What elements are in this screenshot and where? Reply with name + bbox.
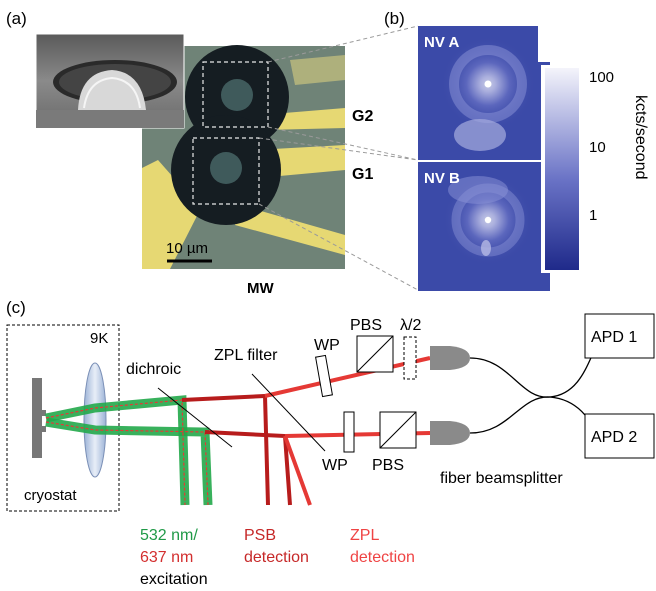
gate-label-g1: G1 (352, 166, 373, 183)
zoom-connectors (258, 25, 419, 291)
gate-label-g2: G2 (352, 108, 373, 125)
panel-b-label: (b) (384, 9, 405, 28)
pbs-bottom (379, 411, 417, 449)
apd-2-label: APD 2 (591, 429, 637, 446)
colorbar-tick-100: 100 (589, 69, 614, 86)
temperature-label: 9K (90, 330, 108, 347)
fiber-bs-label: fiber beamsplitter (440, 470, 563, 487)
sample-chip (32, 378, 46, 458)
pbs-top-label: PBS (350, 317, 382, 334)
colorbar-tick-10: 10 (589, 139, 606, 156)
waveplate-top (315, 354, 333, 398)
sem-inset (35, 33, 185, 129)
colorbar-unit: kcts/second (632, 95, 649, 179)
half-wave-label: λ/2 (400, 317, 421, 334)
half-wave-plate (403, 336, 417, 380)
zpl-filter-pointer (251, 373, 326, 452)
panel-c-label: (c) (6, 298, 26, 317)
device-micrograph (142, 45, 345, 269)
apd-2-box (584, 413, 655, 459)
colorbar (541, 65, 583, 273)
mw-label: MW (247, 280, 274, 297)
fiber-beamsplitter (469, 341, 601, 439)
wp-top-label: WP (314, 337, 340, 354)
cryostat-box (6, 324, 120, 512)
excitation-637: 637 nm (140, 549, 193, 566)
psb-beam (181, 393, 292, 506)
pbs-top (356, 335, 394, 373)
nv-a-map (418, 26, 550, 160)
nv-b-map (418, 162, 550, 291)
excitation-label: excitation (140, 571, 208, 588)
objective-lens (83, 362, 107, 478)
apd-1-label: APD 1 (591, 329, 637, 346)
excitation-532: 532 nm/ (140, 527, 198, 544)
zpl-filter-label: ZPL filter (214, 347, 278, 364)
pbs-bottom-label: PBS (372, 457, 404, 474)
fiber-coupler-bottom (430, 421, 470, 445)
psb-label: PSB (244, 527, 276, 544)
cryostat-label: cryostat (24, 487, 77, 504)
dichroic-label: dichroic (126, 361, 181, 378)
nv-a-label: NV A (424, 34, 459, 51)
wp-bottom-label: WP (322, 457, 348, 474)
apd-1-box (584, 313, 655, 359)
zpl-label: ZPL (350, 527, 379, 544)
zpl-detection-label: detection (350, 549, 415, 566)
green-excitation-beam (45, 395, 213, 506)
nv-b-label: NV B (424, 170, 460, 187)
psb-detection-label: detection (244, 549, 309, 566)
scale-bar-label: 10 µm (166, 240, 208, 257)
fiber-coupler-top (430, 346, 470, 370)
panel-a-label: (a) (6, 9, 27, 28)
dichroic-pointer (157, 387, 233, 448)
waveplate-bottom (343, 411, 355, 453)
colorbar-tick-1: 1 (589, 207, 597, 224)
